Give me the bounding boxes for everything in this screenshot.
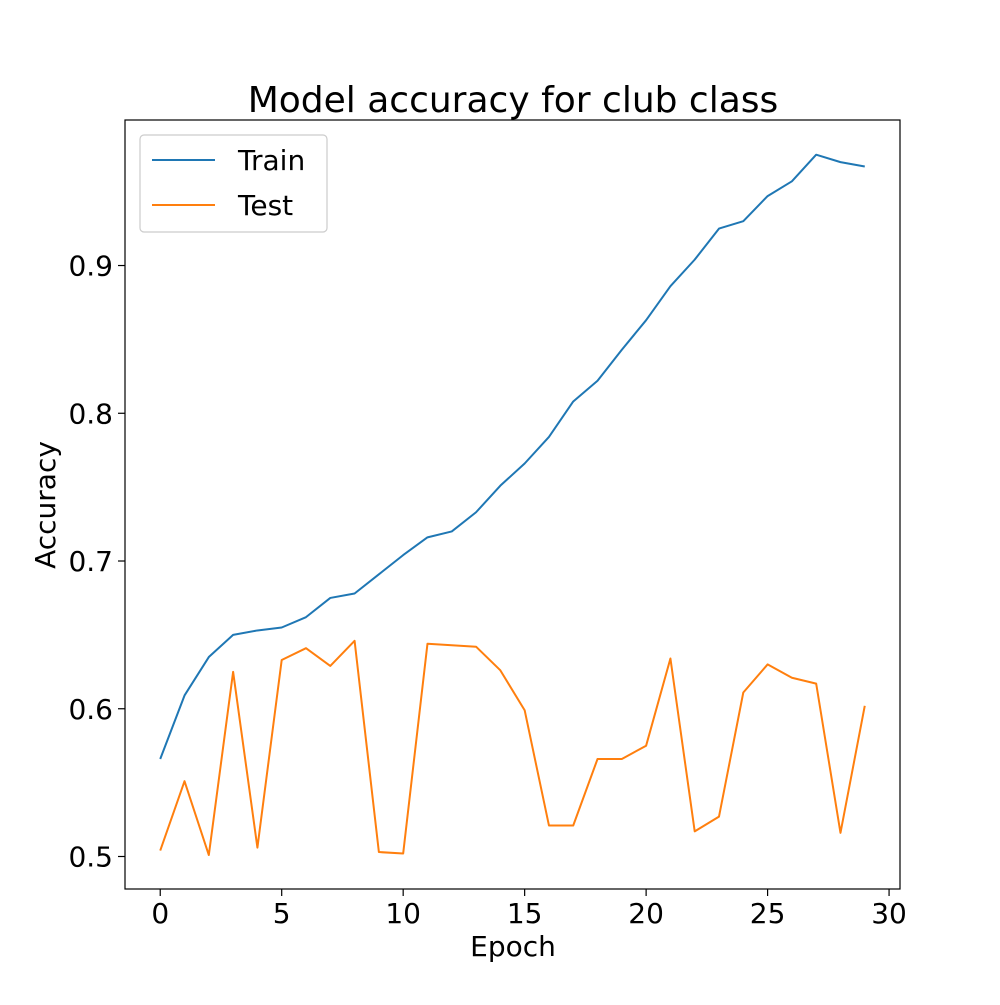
legend: Train Test (139, 134, 328, 233)
x-tick-label: 20 (628, 897, 664, 930)
legend-label-test: Test (237, 189, 293, 222)
x-tick-label: 0 (151, 897, 169, 930)
y-tick-label: 0.7 (68, 545, 113, 578)
chart-title: Model accuracy for club class (248, 80, 779, 121)
y-tick-label: 0.6 (68, 693, 113, 726)
x-axis-label: Epoch (470, 930, 556, 963)
x-tick-label: 30 (871, 897, 907, 930)
series-line-test (159, 639, 866, 857)
x-tick-label: 15 (507, 897, 543, 930)
x-tick-label: 25 (750, 897, 786, 930)
y-axis-label: Accuracy (29, 441, 62, 569)
y-tick-label: 0.8 (68, 397, 113, 430)
y-tick-label: 0.9 (68, 250, 113, 283)
x-tick-label: 5 (273, 897, 291, 930)
y-tick-label: 0.5 (68, 840, 113, 873)
plot-area (159, 153, 866, 857)
series-line-train (159, 153, 865, 760)
x-tick-label: 10 (385, 897, 421, 930)
axes: 0 5 10 15 20 25 30 0.5 0.6 0.7 0.8 0.9 (68, 119, 907, 930)
plot-frame (124, 119, 901, 890)
legend-label-train: Train (237, 144, 305, 177)
